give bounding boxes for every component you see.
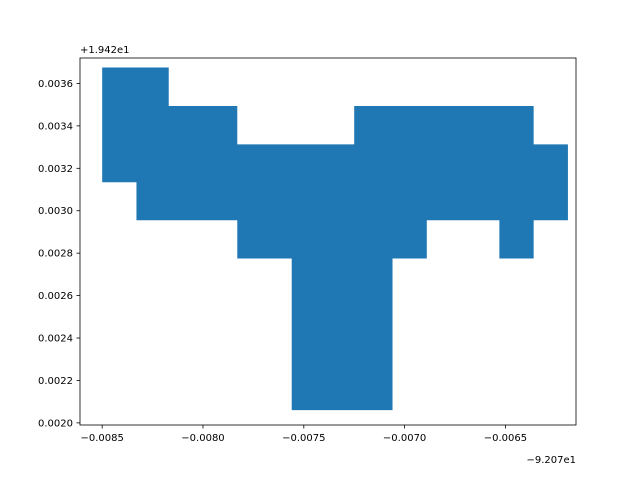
plot-area <box>79 57 577 426</box>
y-tick-label: 0.0032 <box>38 164 73 175</box>
y-axis-offset-label: +1.942e1 <box>80 45 130 56</box>
x-tick-label: −0.0075 <box>282 433 325 444</box>
y-tick-label: 0.0036 <box>38 79 73 90</box>
y-tick-label: 0.0022 <box>38 376 73 387</box>
y-tick-label: 0.0020 <box>38 418 73 429</box>
x-axis-offset-label: −9.207e1 <box>526 455 576 466</box>
x-tick-label: −0.0070 <box>383 433 426 444</box>
x-axis: −0.0085 −0.0080 −0.0075 −0.0070 −0.0065 <box>80 425 527 444</box>
y-tick-label: 0.0024 <box>38 334 73 345</box>
x-tick-label: −0.0065 <box>484 433 527 444</box>
y-tick-label: 0.0026 <box>38 291 73 302</box>
y-tick-label: 0.0028 <box>38 249 73 260</box>
x-tick-label: −0.0085 <box>80 433 123 444</box>
y-tick-label: 0.0030 <box>38 206 73 217</box>
filled-region <box>102 67 568 411</box>
y-tick-label: 0.0034 <box>38 121 73 132</box>
y-axis: 0.0020 0.0022 0.0024 0.0026 0.0028 0.0030 0.00… <box>38 79 80 429</box>
x-tick-label: −0.0080 <box>181 433 224 444</box>
axes-frame <box>79 57 577 426</box>
